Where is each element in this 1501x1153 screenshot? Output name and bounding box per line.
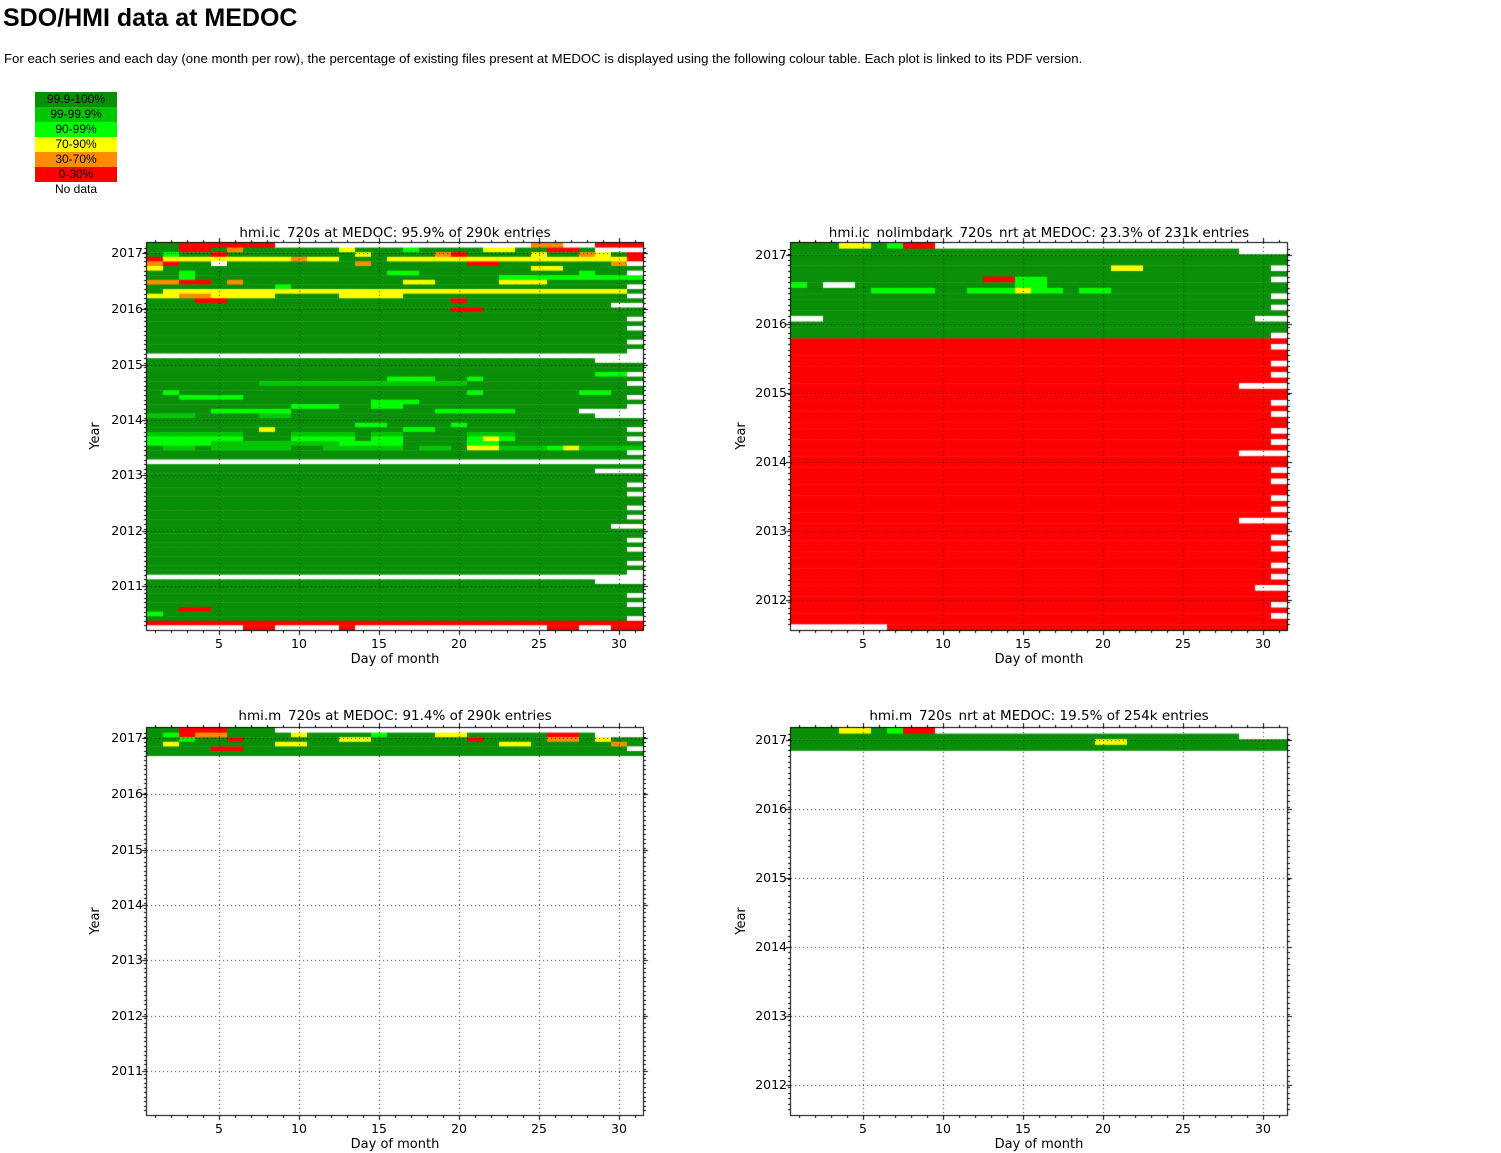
x-tick-label: 25 (1175, 1121, 1191, 1136)
x-tick-label: 5 (215, 636, 223, 651)
y-tick-label: 2017 (111, 730, 143, 746)
x-tick-label: 10 (291, 1121, 307, 1136)
y-tick-label: 2016 (111, 786, 143, 802)
y-tick-label: 2014 (111, 411, 143, 427)
x-tick-label: 15 (371, 1121, 387, 1136)
heatmap-canvas[interactable] (141, 722, 649, 1121)
day-axis-label: Day of month (350, 1137, 440, 1152)
day-axis-label: Day of month (350, 652, 440, 667)
page-title: SDO/HMI data at MEDOC (3, 4, 298, 32)
x-tick-label: 20 (1095, 1121, 1111, 1136)
x-tick-label: 5 (859, 1121, 867, 1136)
day-axis-label: Day of month (994, 1137, 1084, 1152)
x-tick-label: 20 (451, 1121, 467, 1136)
figure-hmi-ic-nolimbdark-720s-nrt[interactable]: hmi.ic_nolimbdark_720s_nrt at MEDOC: 23.… (729, 222, 1304, 672)
legend-item: 99.9-100% (35, 92, 117, 107)
colour-table: 99.9-100% 99-99.9% 90-99% 70-90% 30-70% 0-30%… (35, 92, 117, 197)
y-tick-label: 2014 (111, 896, 143, 912)
y-tick-label: 2013 (111, 467, 143, 483)
y-tick-label: 2015 (755, 870, 787, 886)
legend-item: No data (35, 182, 117, 197)
y-tick-label: 2014 (755, 454, 787, 470)
x-tick-label: 30 (611, 636, 627, 651)
x-tick-label: 25 (531, 1121, 547, 1136)
figure-hmi-ic-720s[interactable]: hmi.ic_720s at MEDOC: 95.9% of 290k entr… (85, 222, 660, 672)
x-tick-label: 30 (611, 1121, 627, 1136)
x-tick-label: 30 (1255, 636, 1271, 651)
y-tick-label: 2013 (755, 1007, 787, 1023)
page: { "page": { "title": "SDO/HMI data at ME… (3, 4, 1304, 1152)
x-tick-label: 15 (1015, 1121, 1031, 1136)
y-tick-label: 2013 (755, 522, 787, 538)
legend-item: 70-90% (35, 137, 117, 152)
y-tick-label: 2017 (755, 731, 787, 747)
x-tick-label: 25 (531, 636, 547, 651)
y-tick-label: 2015 (111, 356, 143, 372)
plot-title: hmi.m_720s_nrt at MEDOC: 19.5% of 254k e… (869, 708, 1209, 724)
y-tick-label: 2017 (111, 245, 143, 261)
plot-title: hmi.m_720s at MEDOC: 91.4% of 290k entri… (238, 708, 552, 724)
x-tick-label: 15 (1015, 636, 1031, 651)
y-tick-label: 2011 (111, 1062, 143, 1078)
x-tick-label: 10 (291, 636, 307, 651)
y-tick-label: 2016 (755, 315, 787, 331)
day-axis-label: Day of month (994, 652, 1084, 667)
legend-item: 99-99.9% (35, 107, 117, 122)
y-tick-label: 2017 (755, 246, 787, 262)
x-tick-label: 15 (371, 636, 387, 651)
y-tick-label: 2012 (111, 522, 143, 538)
x-tick-label: 30 (1255, 1121, 1271, 1136)
y-tick-label: 2013 (111, 952, 143, 968)
y-tick-label: 2015 (755, 385, 787, 401)
y-tick-label: 2012 (755, 1076, 787, 1092)
y-tick-label: 2012 (755, 591, 787, 607)
y-tick-label: 2016 (755, 800, 787, 816)
page-description: For each series and each day (one month … (4, 51, 1083, 66)
y-tick-label: 2016 (111, 301, 143, 317)
legend-item: 0-30% (35, 167, 117, 182)
legend-item: 90-99% (35, 122, 117, 137)
x-tick-label: 25 (1175, 636, 1191, 651)
figure-hmi-m-720s-nrt[interactable]: hmi.m_720s_nrt at MEDOC: 19.5% of 254k e… (729, 705, 1304, 1152)
heatmap-canvas[interactable] (141, 237, 649, 636)
heatmap-canvas[interactable] (785, 237, 1293, 636)
x-tick-label: 10 (935, 1121, 951, 1136)
heatmap-canvas[interactable] (785, 722, 1293, 1121)
x-tick-label: 20 (451, 636, 467, 651)
x-tick-label: 10 (935, 636, 951, 651)
y-tick-label: 2012 (111, 1007, 143, 1023)
y-tick-label: 2014 (755, 939, 787, 955)
x-tick-label: 5 (859, 636, 867, 651)
y-tick-label: 2015 (111, 841, 143, 857)
figure-hmi-m-720s[interactable]: hmi.m_720s at MEDOC: 91.4% of 290k entri… (85, 705, 660, 1152)
x-tick-label: 20 (1095, 636, 1111, 651)
x-tick-label: 5 (215, 1121, 223, 1136)
legend-item: 30-70% (35, 152, 117, 167)
y-tick-label: 2011 (111, 577, 143, 593)
